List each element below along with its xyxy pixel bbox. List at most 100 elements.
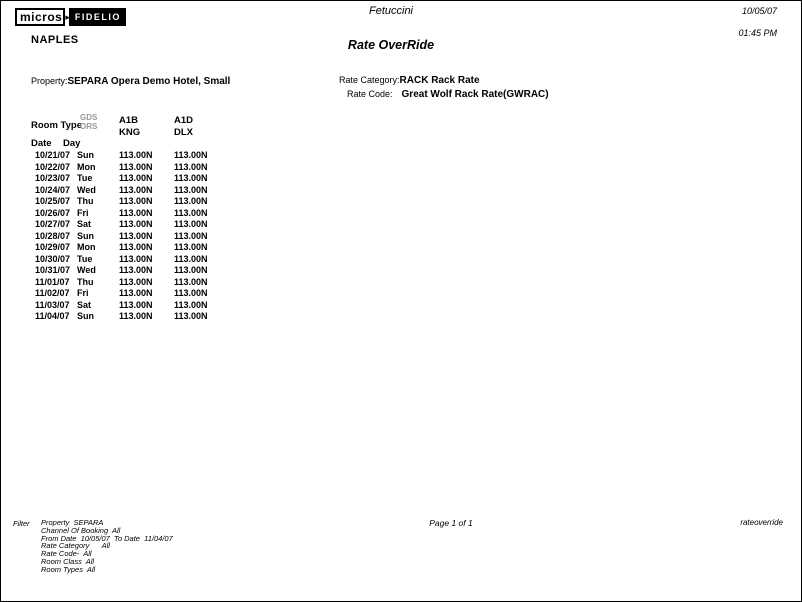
row-date: 11/04/07 [35,311,70,321]
filter-criteria-line: From Date 10/05/07 To Date 11/04/07 [41,533,173,543]
column-header-ors: ORS [80,122,98,131]
table-row: 11/01/07 Thu 113.00N 113.00N [35,277,229,289]
row-date: 10/25/07 [35,196,71,206]
table-row: 10/26/07 Fri 113.00N 113.00N [35,208,229,220]
row-rate-1: 113.00N [119,207,153,218]
table-row: 10/31/07 Wed 113.00N 113.00N [35,265,229,277]
rate-category-label: Rate Category: [339,75,400,85]
row-rate-1: 113.00N [119,311,153,321]
table-row: 11/02/07 Fri 113.00N 113.00N [35,288,229,300]
filter-criteria-line: Channel Of Booking All [41,525,121,535]
column-header-room-code-2: A1D [174,115,194,126]
table-row: 10/25/07 Thu 113.00N 113.00N [35,196,229,208]
row-rate-2: 113.00N [174,196,208,206]
rate-table-rows: 10/21/07 Sun 113.00N 113.00N 10/22/07 Mon 113… [35,150,229,323]
row-rate-2: 113.00N [174,299,208,310]
row-rate-2: 113.00N [174,265,208,275]
page-number: Page 1 of 1 [429,518,473,528]
report-run-date: 10/05/07 [741,6,777,16]
row-date: 11/03/07 [35,299,70,310]
filter-criteria-line: Rate Category All [41,541,110,551]
row-day: Mon [77,242,96,252]
row-date: 10/24/07 [35,184,71,195]
table-row: 10/30/07 Tue 113.00N 113.00N [35,254,229,266]
row-day: Sun [77,230,94,241]
row-rate-2: 113.00N [174,288,208,298]
fidelio-logo-text: FIDELIO [68,8,126,26]
row-rate-1: 113.00N [119,265,153,275]
column-header-room-type: Room Type [31,120,83,131]
row-date: 10/30/07 [35,253,71,264]
table-row: 11/04/07 Sun 113.00N 113.00N [35,311,229,323]
row-rate-2: 113.00N [174,207,208,218]
row-rate-1: 113.00N [119,253,153,264]
row-date: 10/26/07 [35,207,71,218]
filter-criteria-line: Room Class All [41,556,95,566]
row-rate-1: 113.00N [119,184,153,195]
table-row: 10/21/07 Sun 113.00N 113.00N [35,150,229,162]
micros-logo-text: micros [15,8,66,26]
row-rate-1: 113.00N [119,299,153,310]
row-rate-2: 113.00N [174,173,208,183]
row-date: 10/29/07 [35,242,71,252]
row-rate-2: 113.00N [174,161,208,172]
table-row: 11/03/07 Sat 113.00N 113.00N [35,300,229,312]
row-day: Sun [77,311,94,321]
rate-code-value: Great Wolf Rack Rate(GWRAC) [401,89,549,100]
row-rate-2: 113.00N [174,219,208,229]
column-header-room-abbr-1: KNG [119,127,141,138]
table-row: 10/29/07 Mon 113.00N 113.00N [35,242,229,254]
row-date: 10/27/07 [35,219,71,229]
row-rate-1: 113.00N [119,230,153,241]
column-header-day: Day [63,138,81,149]
column-header-room-code-1: A1B [119,115,139,126]
property-value: SEPARA Opera Demo Hotel, Small [67,76,231,87]
report-run-time: 01:45 PM [738,28,777,38]
micros-fidelio-logo: micros ▸ FIDELIO [15,8,126,26]
property-region-label: NAPLES [31,34,79,46]
row-day: Tue [77,253,93,264]
filter-criteria-line: Rate Code- All [41,549,92,559]
table-row: 10/28/07 Sun 113.00N 113.00N [35,231,229,243]
row-rate-1: 113.00N [119,161,153,172]
row-day: Wed [77,184,96,195]
column-header-gds: GDS [80,113,98,122]
table-row: 10/23/07 Tue 113.00N 113.00N [35,173,229,185]
row-date: 11/01/07 [35,276,70,287]
row-rate-1: 113.00N [119,173,153,183]
report-subtitle: Rate OverRide [347,38,435,52]
row-date: 10/21/07 [35,150,71,160]
row-rate-2: 113.00N [174,276,208,287]
row-rate-2: 113.00N [174,242,208,252]
filter-criteria-line: Property SEPARA [41,518,104,527]
row-day: Thu [77,196,94,206]
report-file-name: rateoverride [740,518,783,527]
rate-category-value: RACK Rack Rate [399,75,480,86]
row-rate-1: 113.00N [119,219,153,229]
row-date: 10/31/07 [35,265,71,275]
property-line: Property:SEPARA Opera Demo Hotel, Small [31,71,230,89]
rate-code-label: Rate Code: [347,89,393,99]
row-rate-1: 113.00N [119,150,153,160]
report-title: Fetuccini [368,5,414,17]
row-day: Fri [77,288,89,298]
row-date: 10/28/07 [35,230,71,241]
row-date: 11/02/07 [35,288,70,298]
row-date: 10/23/07 [35,173,71,183]
filter-criteria-list: Property SEPARA Channel Of Booking All F… [41,519,173,574]
row-day: Sun [77,150,94,160]
row-day: Fri [77,207,89,218]
row-day: Thu [77,276,94,287]
row-rate-2: 113.00N [174,184,208,195]
rate-code-line: Rate Code: Great Wolf Rack Rate(GWRAC) [347,84,549,102]
row-day: Mon [77,161,96,172]
row-day: Sat [77,299,92,310]
row-rate-1: 113.00N [119,242,153,252]
row-rate-2: 113.00N [174,311,208,321]
property-label: Property: [31,76,68,86]
table-row: 10/22/07 Mon 113.00N 113.00N [35,162,229,174]
row-rate-2: 113.00N [174,150,208,160]
table-row: 10/24/07 Wed 113.00N 113.00N [35,185,229,197]
row-day: Tue [77,173,93,183]
